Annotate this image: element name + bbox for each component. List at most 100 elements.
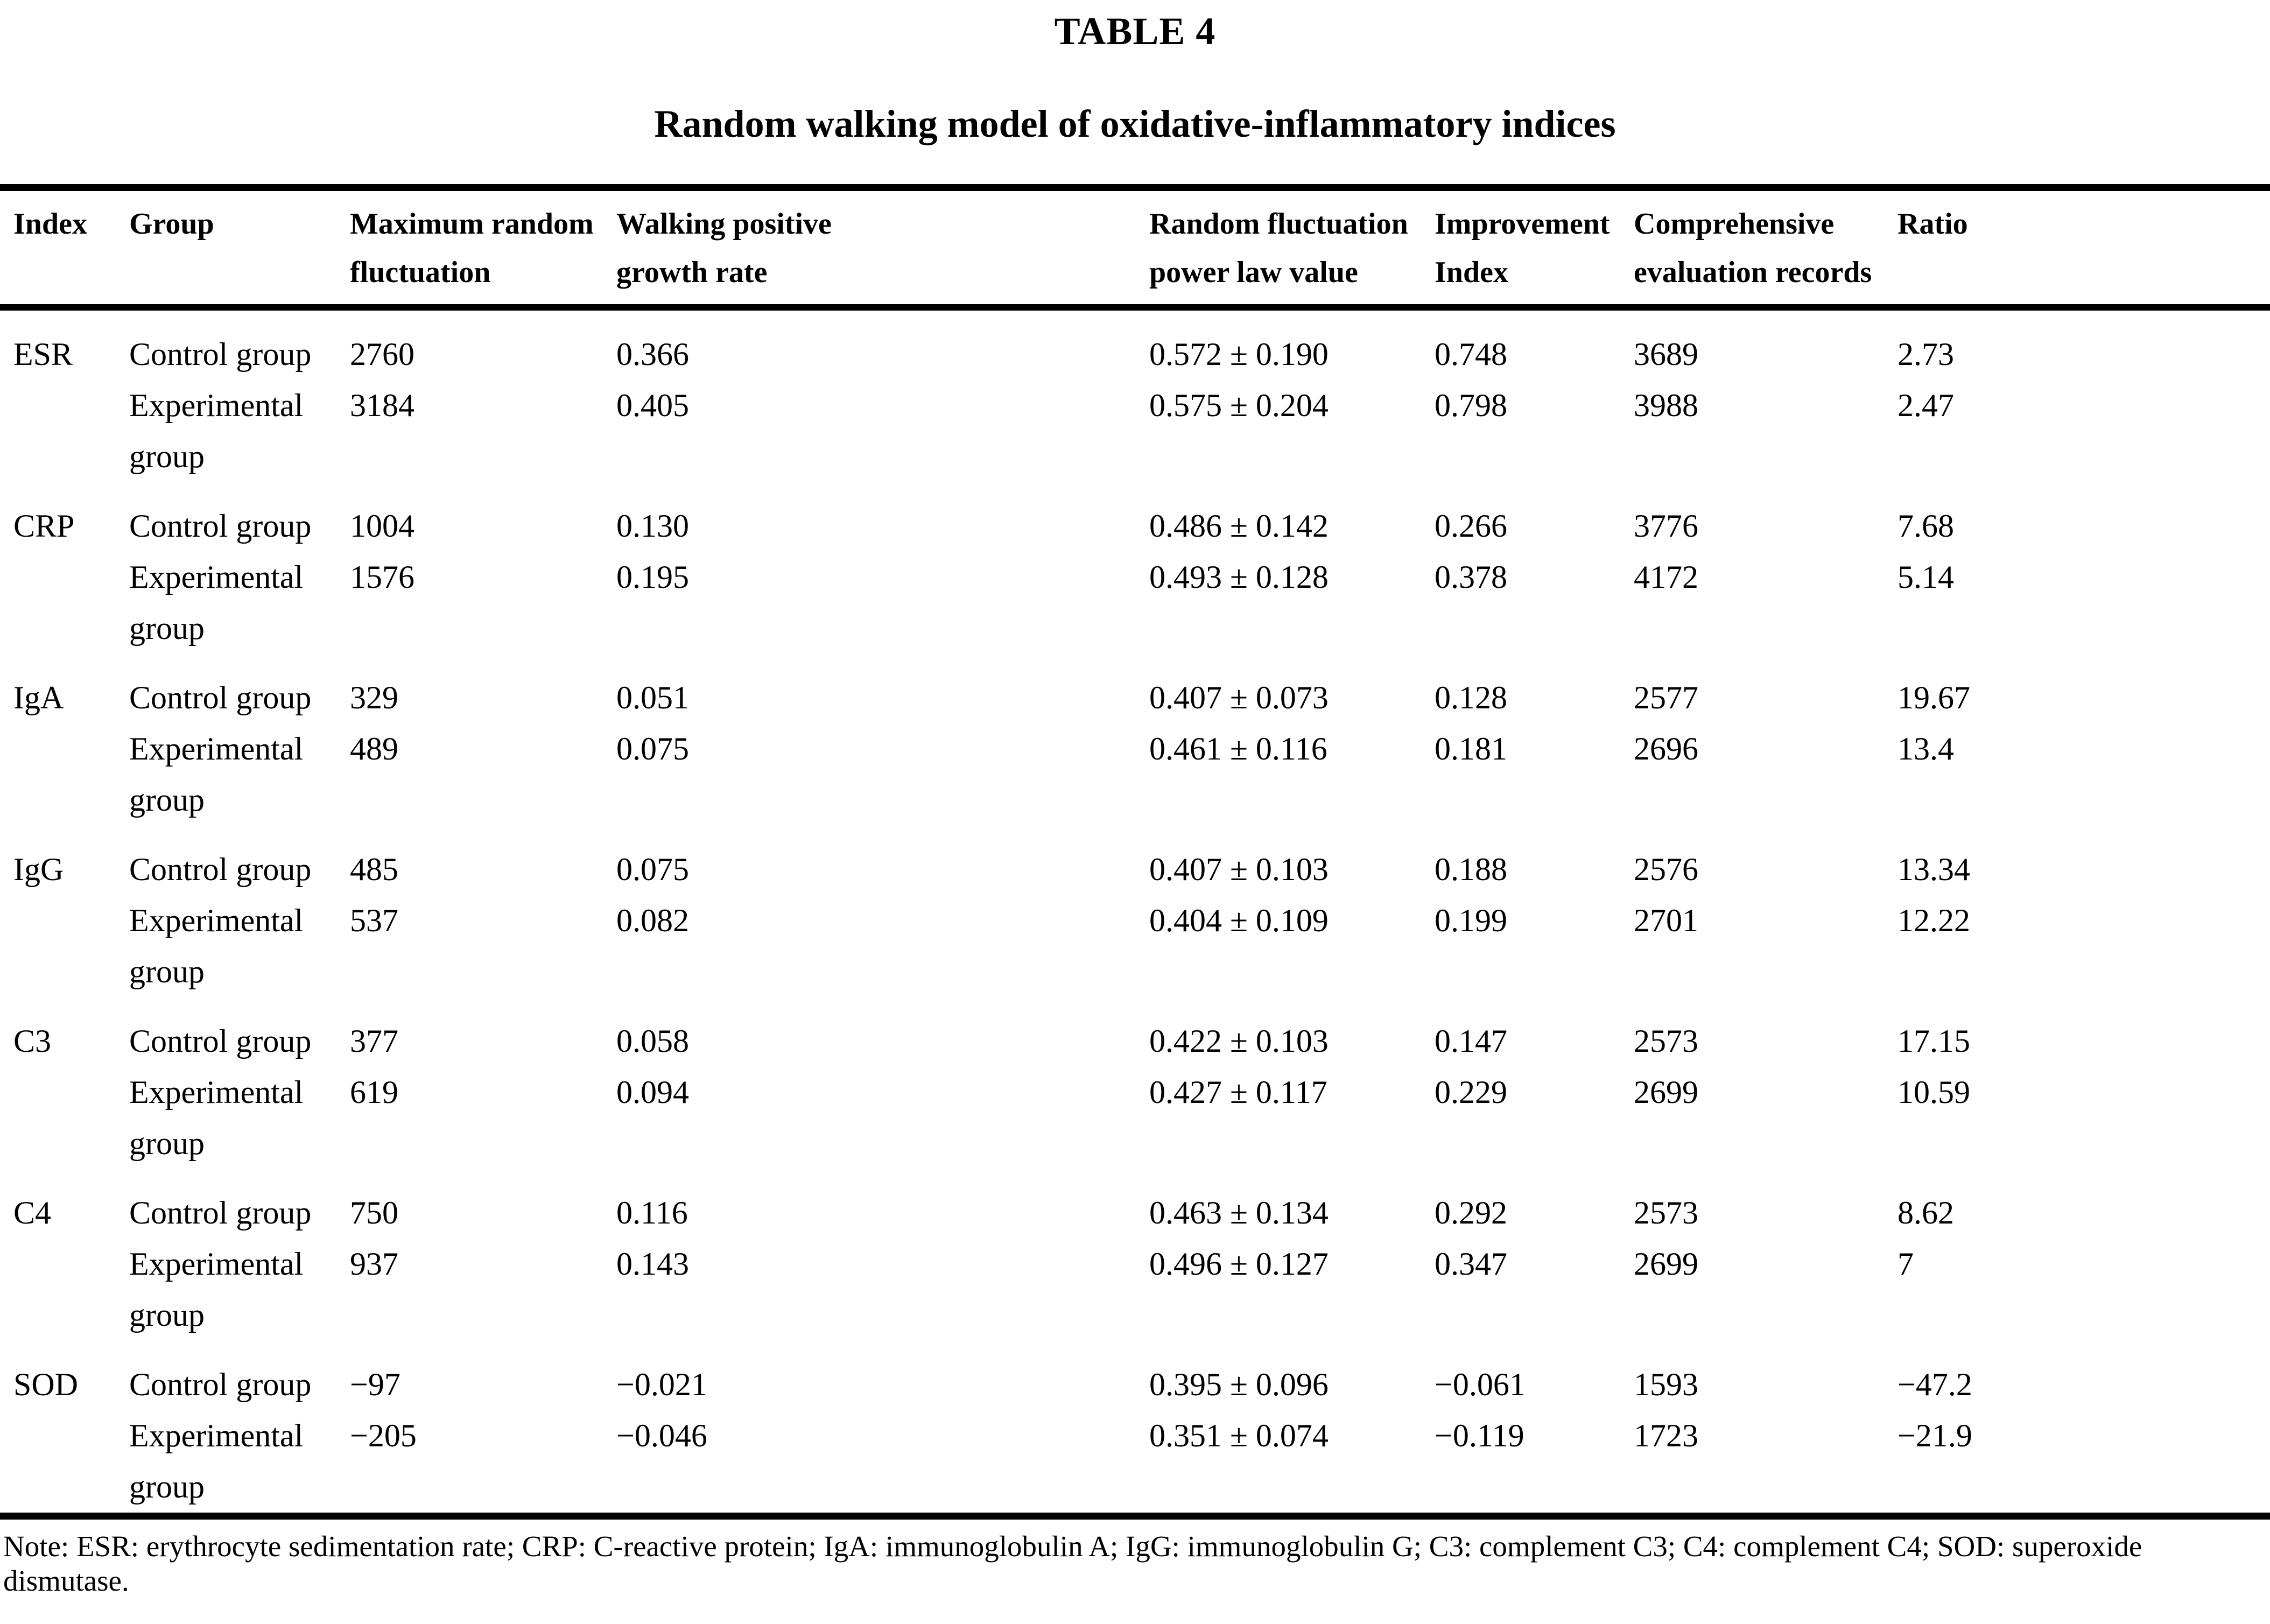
column-header-group-label: Group [129,207,214,241]
cell-group: Experimental group [129,1246,304,1333]
cell-random-fluctuation-power-law: 0.572 ± 0.190 [1149,336,1329,372]
cell-comprehensive-evaluation-records: 2696 [1634,731,1698,767]
cell-group: Control group [129,1195,312,1231]
cell-ratio: 17.15 [1897,1023,1970,1059]
cell-comprehensive-evaluation-records: 3776 [1634,508,1698,544]
cell-improvement-index: 0.266 [1435,508,1507,544]
table-footnote: Note: ESR: erythrocyte sedimentation rat… [3,1530,2142,1597]
cell-comprehensive-evaluation-records: 2701 [1634,903,1698,938]
cell-group: Experimental group [129,1074,304,1161]
cell-comprehensive-evaluation-records: 2576 [1634,852,1698,887]
cell-random-fluctuation-power-law: 0.493 ± 0.128 [1149,559,1329,595]
cell-improvement-index: 0.188 [1435,852,1507,887]
cell-random-fluctuation-power-law: 0.422 ± 0.103 [1149,1023,1329,1059]
cell-index: IgG [13,852,64,887]
cell-improvement-index: 0.199 [1435,903,1507,938]
cell-index: ESR [13,336,73,372]
column-header-random-fluctuation-power-law-label: Random fluctuation power law value [1149,207,1408,289]
cell-group: Experimental group [129,731,304,818]
cell-random-fluctuation-power-law: 0.486 ± 0.142 [1149,508,1329,544]
column-header-ratio-label: Ratio [1897,207,1968,241]
cell-max-random-fluctuation: −205 [350,1418,417,1453]
cell-walking-positive-growth-rate: 0.116 [616,1195,688,1231]
cell-comprehensive-evaluation-records: 3988 [1634,388,1698,423]
cell-ratio: 2.47 [1897,388,1954,423]
cell-improvement-index: 0.798 [1435,388,1507,423]
cell-max-random-fluctuation: 937 [350,1246,398,1282]
cell-improvement-index: 0.292 [1435,1195,1507,1231]
cell-index [0,1239,116,1341]
table-row-control: IgA Control group 329 0.051 0.407 ± 0.073 0.1… [0,654,2270,723]
cell-max-random-fluctuation: 1004 [350,508,414,544]
cell-index: CRP [13,508,75,544]
cell-comprehensive-evaluation-records: 2577 [1634,680,1698,715]
column-header-comprehensive-evaluation-records-label: Comprehensive evaluation records [1634,207,1872,289]
table-row-control: SOD Control group −97 −0.021 0.395 ± 0.096 −0… [0,1341,2270,1410]
cell-index [0,895,116,997]
table-caption: Random walking model of oxidative-inflam… [654,102,1616,145]
cell-max-random-fluctuation: 329 [350,680,398,715]
table-row-control: C3 Control group 377 0.058 0.422 ± 0.103 0.14… [0,997,2270,1067]
cell-improvement-index: 0.181 [1435,731,1507,767]
cell-walking-positive-growth-rate: 0.094 [616,1074,689,1110]
cell-walking-positive-growth-rate: 0.075 [616,852,689,887]
cell-walking-positive-growth-rate: 0.075 [616,731,689,767]
table-row-experimental: Experimental group 537 0.082 0.404 ± 0.109 0… [0,895,2270,997]
cell-improvement-index: 0.347 [1435,1246,1507,1282]
cell-index: SOD [13,1367,79,1402]
cell-index: C4 [13,1195,52,1231]
table-row-experimental: Experimental group −205 −0.046 0.351 ± 0.07… [0,1410,2270,1516]
column-header-max-random-fluctuation: Maximum random fluctuation [336,187,603,311]
cell-comprehensive-evaluation-records: 3689 [1634,336,1698,372]
cell-group: Control group [129,336,312,372]
cell-max-random-fluctuation: 489 [350,731,398,767]
cell-comprehensive-evaluation-records: 4172 [1634,559,1698,595]
cell-max-random-fluctuation: 1576 [350,559,414,595]
cell-walking-positive-growth-rate: 0.082 [616,903,689,938]
cell-max-random-fluctuation: 2760 [350,336,414,372]
column-header-walking-positive-growth-rate-label: Walking positive growth rate [616,207,832,289]
cell-ratio: −21.9 [1897,1418,1972,1453]
cell-walking-positive-growth-rate: 0.366 [616,336,689,372]
cell-random-fluctuation-power-law: 0.575 ± 0.204 [1149,388,1329,423]
cell-index [0,1067,116,1169]
cell-ratio: 13.34 [1897,852,1970,887]
cell-index [0,380,116,482]
column-header-index-label: Index [13,207,87,241]
cell-comprehensive-evaluation-records: 2573 [1634,1023,1698,1059]
table-header: Index Group Maximum random fluctuation W… [0,187,2270,311]
cell-walking-positive-growth-rate: 0.195 [616,559,689,595]
cell-improvement-index: 0.229 [1435,1074,1507,1110]
cell-group: Control group [129,680,312,715]
cell-ratio: 7 [1897,1246,1914,1282]
column-header-random-fluctuation-power-law: Random fluctuation power law value [1136,187,1421,311]
cell-ratio: 7.68 [1897,508,1954,544]
cell-ratio: 13.4 [1897,731,1954,767]
table-row-control: CRP Control group 1004 0.130 0.486 ± 0.142 0.… [0,482,2270,552]
cell-group: Control group [129,1023,312,1059]
cell-max-random-fluctuation: 377 [350,1023,398,1059]
cell-random-fluctuation-power-law: 0.407 ± 0.103 [1149,852,1329,887]
column-header-max-random-fluctuation-label: Maximum random fluctuation [350,207,594,289]
cell-comprehensive-evaluation-records: 1723 [1634,1418,1698,1453]
cell-random-fluctuation-power-law: 0.407 ± 0.073 [1149,680,1329,715]
table-row-control: ESR Control group 2760 0.366 0.572 ± 0.190 0.… [0,307,2270,380]
table-row-experimental: Experimental group 1576 0.195 0.493 ± 0.128… [0,552,2270,654]
cell-ratio: 19.67 [1897,680,1970,715]
cell-index: C3 [13,1023,52,1059]
cell-index [0,552,116,654]
cell-ratio: 12.22 [1897,903,1970,938]
cell-random-fluctuation-power-law: 0.404 ± 0.109 [1149,903,1329,938]
cell-improvement-index: −0.119 [1435,1418,1524,1453]
column-header-improvement-index: Improvement Index [1421,187,1620,311]
table-row-experimental: Experimental group 3184 0.405 0.575 ± 0.204… [0,380,2270,482]
cell-max-random-fluctuation: 485 [350,852,398,887]
cell-improvement-index: 0.147 [1435,1023,1507,1059]
header-row: Index Group Maximum random fluctuation W… [0,187,2270,311]
cell-group: Control group [129,852,312,887]
column-header-index: Index [0,187,116,311]
table-row-control: C4 Control group 750 0.116 0.463 ± 0.134 0.29… [0,1169,2270,1239]
cell-walking-positive-growth-rate: −0.021 [616,1367,707,1402]
table-row-experimental: Experimental group 619 0.094 0.427 ± 0.117 0… [0,1067,2270,1169]
cell-walking-positive-growth-rate: 0.405 [616,388,689,423]
